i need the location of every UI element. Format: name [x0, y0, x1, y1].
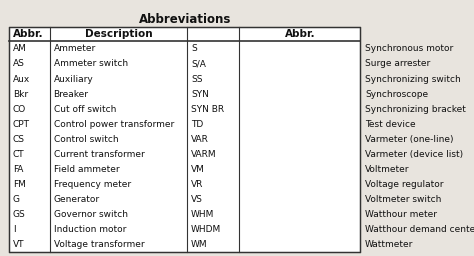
- Text: Breaker: Breaker: [54, 90, 89, 99]
- Text: Auxiliary: Auxiliary: [54, 74, 93, 83]
- Text: GS: GS: [13, 210, 26, 219]
- Text: WM: WM: [191, 240, 208, 249]
- Text: Voltmeter switch: Voltmeter switch: [365, 195, 441, 204]
- Text: WHM: WHM: [191, 210, 214, 219]
- Text: Control power transformer: Control power transformer: [54, 120, 174, 129]
- Text: AS: AS: [13, 59, 25, 69]
- Text: Aux: Aux: [13, 74, 30, 83]
- Text: Watthour meter: Watthour meter: [365, 210, 437, 219]
- Text: Voltage transformer: Voltage transformer: [54, 240, 144, 249]
- Text: Abbr.: Abbr.: [284, 29, 315, 39]
- Text: Synchronizing bracket: Synchronizing bracket: [365, 105, 466, 114]
- Text: Ammeter: Ammeter: [54, 45, 96, 54]
- Text: SYN: SYN: [191, 90, 209, 99]
- Text: Ammeter switch: Ammeter switch: [54, 59, 128, 69]
- Text: Voltage regulator: Voltage regulator: [365, 180, 444, 189]
- Text: Voltmeter: Voltmeter: [365, 165, 410, 174]
- Bar: [9, 27, 360, 252]
- Text: FM: FM: [13, 180, 26, 189]
- Text: VT: VT: [13, 240, 24, 249]
- Text: VR: VR: [191, 180, 203, 189]
- Text: Frequency meter: Frequency meter: [54, 180, 131, 189]
- Text: VM: VM: [191, 165, 205, 174]
- Text: Synchroscope: Synchroscope: [365, 90, 428, 99]
- Text: Abbreviations: Abbreviations: [139, 13, 231, 26]
- Text: TD: TD: [191, 120, 203, 129]
- Text: Generator: Generator: [54, 195, 100, 204]
- Text: Description: Description: [85, 29, 152, 39]
- Text: Governor switch: Governor switch: [54, 210, 128, 219]
- Text: Varmeter (device list): Varmeter (device list): [365, 150, 463, 159]
- Text: G: G: [13, 195, 20, 204]
- Text: I: I: [13, 225, 16, 234]
- Text: Watthour demand center: Watthour demand center: [365, 225, 474, 234]
- Text: Bkr: Bkr: [13, 90, 28, 99]
- Text: Wattmeter: Wattmeter: [365, 240, 413, 249]
- Text: S: S: [191, 45, 197, 54]
- Text: Surge arrester: Surge arrester: [365, 59, 430, 69]
- Text: SYN BR: SYN BR: [191, 105, 224, 114]
- Text: VAR: VAR: [191, 135, 209, 144]
- Text: S/A: S/A: [191, 59, 206, 69]
- Text: AM: AM: [13, 45, 27, 54]
- Text: WHDM: WHDM: [191, 225, 221, 234]
- Text: CS: CS: [13, 135, 25, 144]
- Text: Induction motor: Induction motor: [54, 225, 126, 234]
- Text: Cut off switch: Cut off switch: [54, 105, 116, 114]
- Text: CPT: CPT: [13, 120, 30, 129]
- Text: CO: CO: [13, 105, 26, 114]
- Text: Control switch: Control switch: [54, 135, 118, 144]
- Text: SS: SS: [191, 74, 202, 83]
- Text: Varmeter (one-line): Varmeter (one-line): [365, 135, 454, 144]
- Text: Abbr.: Abbr.: [13, 29, 44, 39]
- Text: VARM: VARM: [191, 150, 217, 159]
- Text: Current transformer: Current transformer: [54, 150, 144, 159]
- Text: VS: VS: [191, 195, 203, 204]
- Text: CT: CT: [13, 150, 25, 159]
- Text: FA: FA: [13, 165, 23, 174]
- Text: Synchronizing switch: Synchronizing switch: [365, 74, 461, 83]
- Text: Field ammeter: Field ammeter: [54, 165, 119, 174]
- Text: Test device: Test device: [365, 120, 416, 129]
- Text: Synchronous motor: Synchronous motor: [365, 45, 453, 54]
